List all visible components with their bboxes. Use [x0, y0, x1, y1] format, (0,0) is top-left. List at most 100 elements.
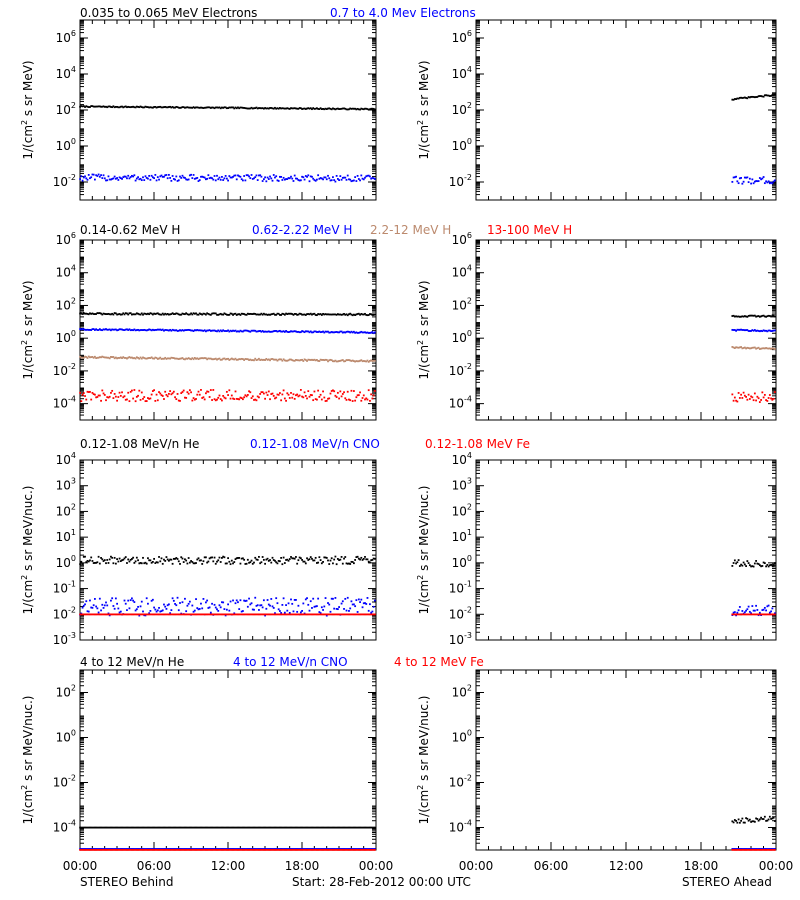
data-point	[150, 356, 153, 359]
data-point	[176, 596, 179, 599]
data-point	[95, 396, 98, 399]
data-point	[262, 613, 265, 616]
data-point	[276, 393, 279, 396]
data-point	[746, 346, 749, 349]
data-point	[269, 613, 271, 616]
data-point	[94, 105, 96, 108]
data-point	[334, 108, 337, 111]
data-point	[362, 848, 365, 851]
data-point	[135, 613, 138, 616]
data-point	[271, 358, 274, 360]
data-point	[345, 330, 348, 333]
data-point	[362, 602, 365, 605]
data-point	[213, 358, 216, 360]
data-point	[735, 819, 737, 822]
data-point	[292, 330, 295, 333]
data-point	[339, 330, 342, 333]
data-point	[124, 312, 127, 315]
data-point	[179, 848, 181, 851]
data-point	[160, 826, 163, 829]
data-point	[329, 358, 332, 361]
data-point	[742, 329, 745, 331]
data-point	[176, 613, 179, 616]
data-point	[242, 826, 244, 829]
data-point	[276, 602, 279, 605]
data-point	[748, 177, 751, 180]
data-point	[242, 398, 244, 401]
data-point	[325, 613, 328, 616]
data-point	[373, 108, 376, 111]
data-point	[171, 562, 174, 565]
data-point	[145, 177, 148, 179]
data-point	[142, 610, 144, 613]
data-point	[232, 599, 234, 602]
data-point	[302, 176, 305, 179]
series-points	[731, 328, 776, 333]
data-point	[182, 176, 185, 179]
data-point	[103, 826, 106, 829]
data-point	[242, 848, 244, 851]
data-point	[259, 393, 262, 395]
data-point	[271, 613, 274, 616]
data-point	[330, 613, 333, 616]
data-point	[743, 821, 746, 824]
data-point	[150, 613, 153, 616]
data-point	[335, 608, 338, 610]
data-point	[132, 357, 135, 360]
data-point	[341, 613, 344, 616]
data-point	[151, 826, 154, 829]
data-point	[175, 613, 178, 616]
y-tick-label: 100	[56, 329, 76, 345]
data-point	[214, 826, 217, 829]
data-point	[242, 557, 244, 560]
data-point	[332, 613, 334, 616]
data-point	[360, 613, 363, 616]
data-point	[91, 826, 94, 829]
data-point	[131, 826, 133, 829]
data-point	[153, 106, 155, 108]
y-tick-label: 104	[452, 264, 472, 280]
data-point	[95, 613, 98, 616]
data-point	[128, 613, 131, 616]
data-point	[293, 557, 296, 560]
data-point	[292, 613, 295, 616]
data-point	[82, 826, 85, 829]
data-point	[203, 556, 206, 559]
data-point	[276, 359, 279, 362]
data-point	[731, 315, 734, 317]
data-point	[362, 108, 365, 111]
data-point	[339, 108, 342, 110]
data-point	[234, 357, 237, 360]
data-point	[180, 357, 183, 360]
data-point	[197, 848, 200, 851]
data-point	[291, 848, 294, 851]
data-point	[106, 826, 109, 829]
data-point	[264, 107, 266, 109]
data-point	[165, 313, 168, 316]
data-point	[267, 603, 270, 606]
data-point	[323, 605, 326, 608]
data-point	[105, 313, 107, 316]
data-point	[314, 359, 317, 362]
data-point	[218, 176, 221, 179]
data-point	[267, 826, 270, 829]
data-point	[118, 176, 121, 179]
data-point	[169, 328, 172, 331]
data-point	[770, 564, 772, 566]
data-point	[186, 178, 189, 181]
data-point	[306, 313, 308, 316]
data-point	[150, 848, 153, 851]
data-point	[748, 818, 751, 821]
data-point	[196, 313, 199, 316]
data-point	[190, 560, 192, 562]
data-point	[114, 312, 117, 315]
data-point	[256, 179, 259, 181]
data-point	[214, 613, 217, 616]
data-point	[767, 397, 770, 399]
data-point	[311, 358, 313, 361]
data-point	[175, 557, 178, 559]
data-point	[82, 392, 85, 394]
data-point	[335, 613, 338, 616]
data-point	[84, 555, 86, 558]
data-point	[197, 313, 200, 316]
